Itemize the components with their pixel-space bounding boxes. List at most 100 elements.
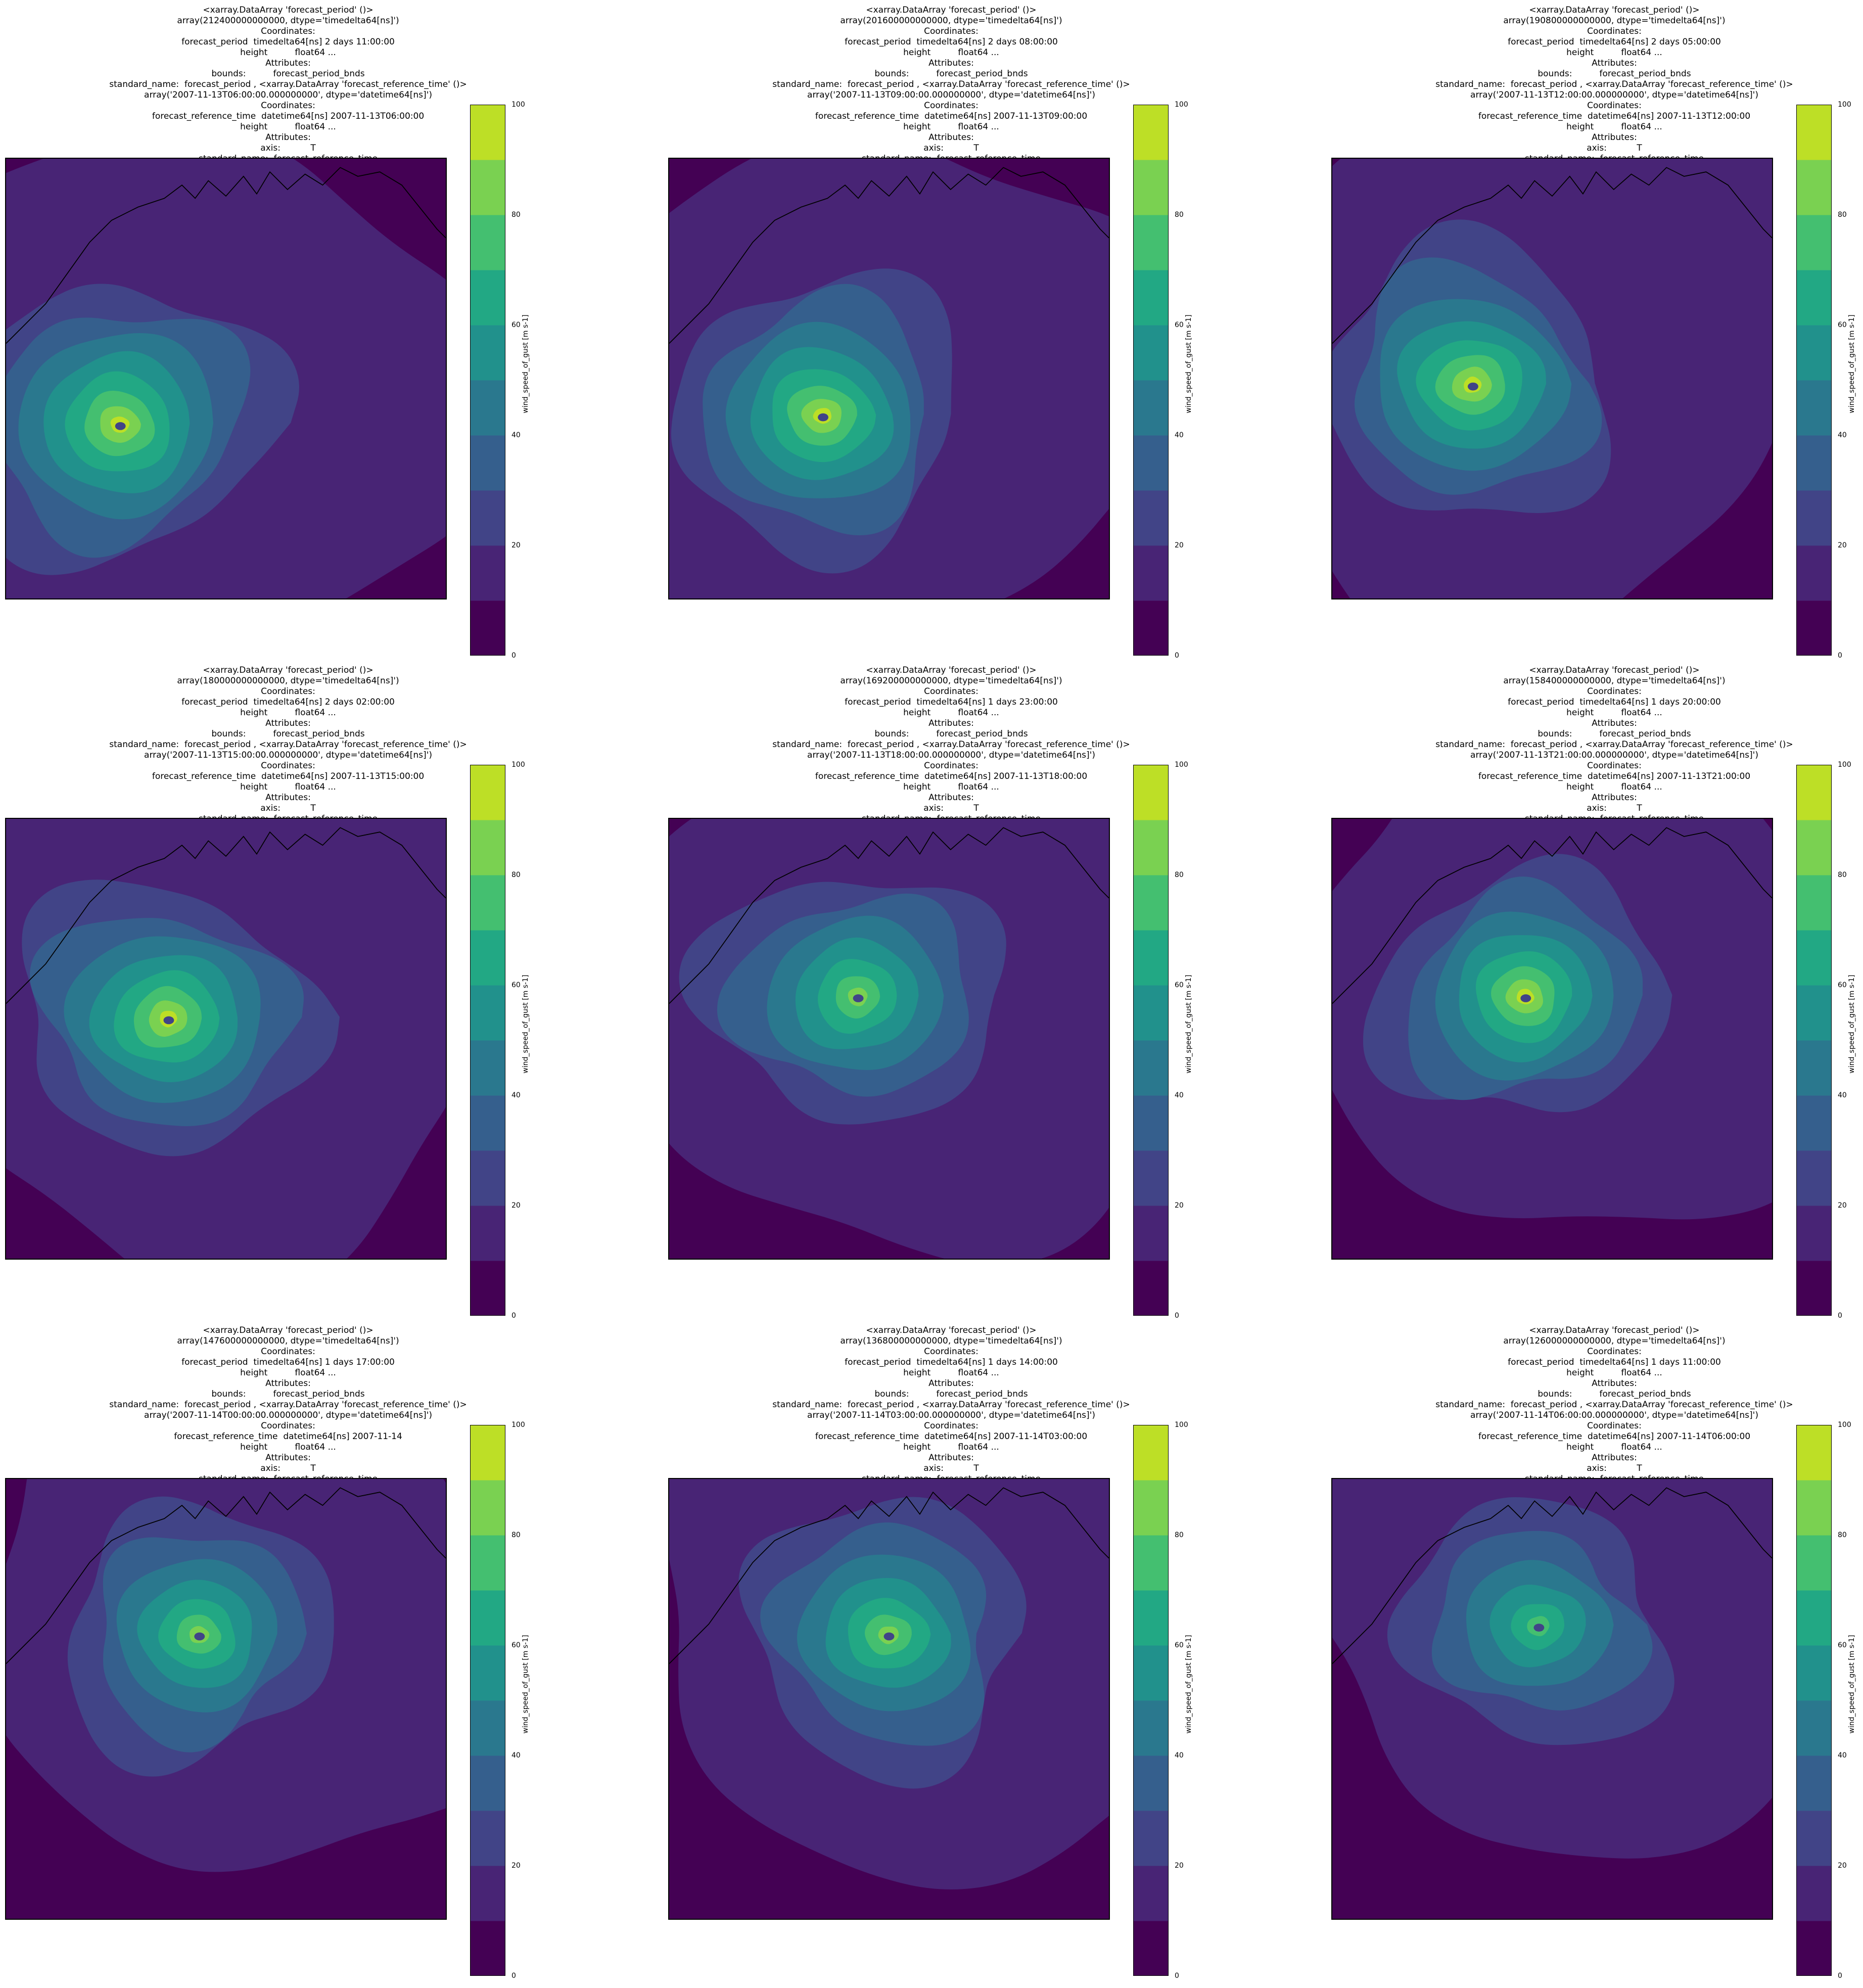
colorbar-label: wind_speed_of_gust [m s-1] (522, 314, 530, 413)
colorbar-band (1133, 270, 1169, 326)
contour-map (1331, 1478, 1773, 1920)
colorbar-band (1133, 1480, 1169, 1536)
title-line: Coordinates: (924, 761, 979, 771)
title-line: Attributes: (928, 793, 974, 803)
colorbar-band (1796, 1261, 1832, 1316)
panel-title: <xarray.DataArray 'forecast_period' ()> a… (663, 1325, 1239, 1485)
title-line: Coordinates: (924, 686, 979, 697)
colorbar-band (470, 1700, 505, 1756)
colorbar-band (470, 1480, 505, 1536)
colorbar-band (1133, 1095, 1169, 1151)
title-line: forecast_period timedelta64[ns] 2 days 0… (845, 37, 1058, 47)
plot-panel: <xarray.DataArray 'forecast_period' ()> a… (1326, 0, 1863, 662)
colorbar-tick-label: 40 (511, 431, 521, 439)
title-line: <xarray.DataArray 'forecast_period' ()> (203, 5, 374, 15)
coastline (1332, 827, 1772, 1004)
colorbar-band (470, 435, 505, 491)
colorbar-frame (470, 105, 505, 656)
colorbar-band (1133, 545, 1169, 601)
title-line: standard_name: forecast_period , <xarray… (109, 79, 467, 89)
title-line: Coordinates: (261, 101, 315, 111)
title-line: height float64 ... (903, 1442, 999, 1452)
colorbar-band (470, 1095, 505, 1151)
title-line: standard_name: forecast_period , <xarray… (772, 1400, 1130, 1410)
colorbar-band (1796, 1040, 1832, 1096)
colorbar-band (1796, 105, 1832, 160)
title-line: height float64 ... (903, 708, 999, 718)
title-line: array('2007-11-14T03:00:00.000000000', d… (807, 1410, 1095, 1420)
colorbar-band (1133, 1866, 1169, 1921)
title-line: standard_name: forecast_period , <xarray… (772, 739, 1130, 750)
colorbar-band (1133, 1261, 1169, 1316)
colorbar-label: wind_speed_of_gust [m s-1] (1848, 975, 1856, 1074)
title-line: axis: T (260, 803, 316, 813)
title-line: array('2007-11-13T09:00:00.000000000', d… (807, 90, 1095, 100)
title-line: Coordinates: (1587, 761, 1642, 771)
map-svg (1332, 159, 1772, 598)
cyclone-eye (163, 1016, 174, 1025)
colorbar-band (1796, 490, 1832, 546)
colorbar-frame (1133, 1425, 1169, 1976)
colorbar-band (1796, 765, 1832, 820)
title-line: Attributes: (265, 718, 311, 728)
colorbar-label: wind_speed_of_gust [m s-1] (1185, 975, 1193, 1074)
title-line: forecast_reference_time datetime64[ns] 2… (815, 1431, 1088, 1442)
colorbar-tick-label: 100 (511, 101, 525, 109)
colorbar-band (470, 380, 505, 436)
title-line: forecast_reference_time datetime64[ns] 2… (815, 771, 1088, 781)
colorbar-svg (1133, 105, 1169, 656)
title-line: bounds: forecast_period_bnds (1538, 1389, 1691, 1399)
title-line: height float64 ... (240, 782, 336, 792)
title-line: height float64 ... (1566, 1442, 1662, 1452)
colorbar-tick-label: 100 (511, 1421, 525, 1429)
map-svg (1332, 819, 1772, 1259)
colorbar-tick-label: 40 (1175, 1751, 1184, 1760)
title-line: forecast_reference_time datetime64[ns] 2… (152, 111, 425, 121)
title-line: height float64 ... (1566, 122, 1662, 132)
cyclone-eye (1520, 994, 1531, 1002)
title-line: Attributes: (928, 58, 974, 68)
plot-panel: <xarray.DataArray 'forecast_period' ()> a… (0, 0, 621, 662)
colorbar-tick-label: 0 (511, 1312, 516, 1320)
title-line: forecast_reference_time datetime64[ns] 2… (815, 111, 1088, 121)
title-line: Attributes: (928, 1378, 974, 1389)
colorbar-tick-label: 60 (1838, 1641, 1847, 1649)
colorbar-band (1133, 930, 1169, 986)
title-line: array(136800000000000, dtype='timedelta6… (840, 1336, 1062, 1346)
colorbar-tick-label: 80 (1838, 1531, 1847, 1539)
colorbar-tick-label: 100 (1838, 1421, 1851, 1429)
colorbar-label: wind_speed_of_gust [m s-1] (522, 1635, 530, 1734)
coastline (1332, 167, 1772, 344)
title-line: Attributes: (1592, 793, 1637, 803)
colorbar-band (1133, 1150, 1169, 1206)
title-line: height float64 ... (1566, 708, 1662, 718)
title-line: axis: T (923, 143, 979, 153)
title-line: bounds: forecast_period_bnds (211, 1389, 365, 1399)
title-line: axis: T (260, 143, 316, 153)
title-line: Attributes: (928, 718, 974, 728)
colorbar-band (1133, 380, 1169, 436)
title-line: standard_name: forecast_period , <xarray… (109, 1400, 467, 1410)
title-line: forecast_period timedelta64[ns] 2 days 1… (181, 37, 395, 47)
title-line: <xarray.DataArray 'forecast_period' ()> (1529, 665, 1700, 675)
title-line: Coordinates: (261, 1347, 315, 1357)
contour-map (1331, 158, 1773, 599)
colorbar-frame (470, 1425, 505, 1976)
map-svg (6, 159, 446, 598)
coastline (669, 827, 1109, 1004)
colorbar-band (1133, 105, 1169, 160)
colorbar-tick-label: 20 (1175, 1201, 1184, 1210)
colorbar-band (1796, 820, 1832, 875)
colorbar-band (1796, 545, 1832, 601)
colorbar-band (1796, 1480, 1832, 1536)
panel-title: <xarray.DataArray 'forecast_period' ()> a… (0, 1325, 576, 1485)
colorbar-tick-label: 20 (1838, 1201, 1847, 1210)
colorbar-band (470, 1425, 505, 1481)
title-line: bounds: forecast_period_bnds (874, 729, 1028, 739)
colorbar-band (1133, 820, 1169, 875)
title-line: forecast_reference_time datetime64[ns] 2… (152, 771, 425, 781)
title-line: axis: T (1587, 1463, 1642, 1473)
title-line: array(147600000000000, dtype='timedelta6… (177, 1336, 399, 1346)
colorbar-band (1796, 1425, 1832, 1481)
colorbar-band (1133, 215, 1169, 270)
